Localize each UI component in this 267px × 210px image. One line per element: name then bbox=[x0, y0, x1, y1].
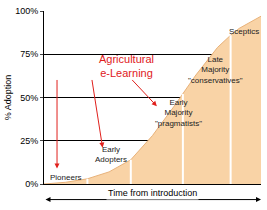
svg-text:100%: 100% bbox=[15, 6, 38, 16]
svg-text:0%: 0% bbox=[25, 179, 38, 189]
svg-text:LateMajority"conservatives": LateMajority"conservatives" bbox=[188, 55, 243, 85]
svg-text:EarlyAdopters: EarlyAdopters bbox=[95, 145, 127, 164]
svg-text:% Adoption: % Adoption bbox=[3, 75, 13, 121]
svg-text:Sceptics: Sceptics bbox=[229, 27, 259, 36]
svg-text:Pioneers: Pioneers bbox=[50, 173, 82, 182]
svg-text:25%: 25% bbox=[20, 136, 38, 146]
svg-text:50%: 50% bbox=[20, 93, 38, 103]
svg-text:EarlyMajority"pragmatists": EarlyMajority"pragmatists" bbox=[155, 98, 202, 128]
svg-text:75%: 75% bbox=[20, 49, 38, 59]
svg-text:Agriculturale-Learning: Agriculturale-Learning bbox=[99, 53, 154, 79]
svg-text:Time from introduction: Time from introduction bbox=[108, 188, 197, 198]
